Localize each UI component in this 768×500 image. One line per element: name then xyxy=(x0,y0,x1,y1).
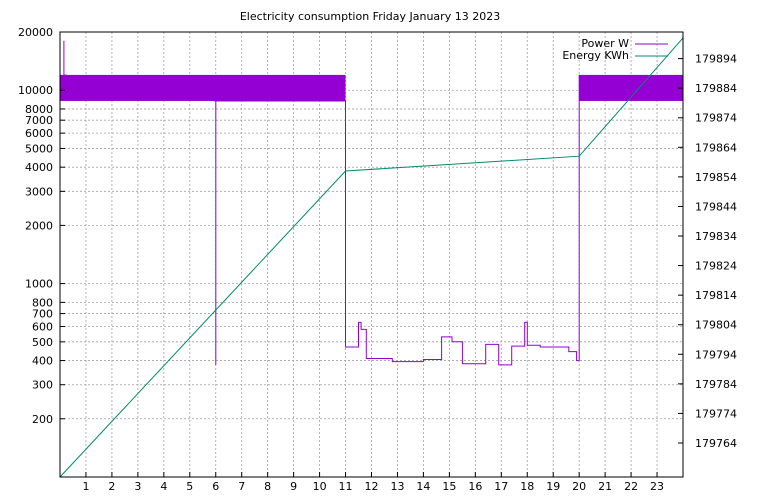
x-tick-label: 4 xyxy=(160,480,167,493)
x-tick-label: 1 xyxy=(82,480,89,493)
series-layer xyxy=(59,37,684,478)
y-right-tick-label: 179894 xyxy=(695,53,737,66)
y-left-tick-label: 600 xyxy=(32,321,53,334)
legend-label-energy: Energy KWh xyxy=(562,49,629,62)
power-line xyxy=(63,40,580,366)
legend: Power W Energy KWh xyxy=(562,37,668,62)
x-tick-label: 12 xyxy=(365,480,379,493)
x-tick-label: 6 xyxy=(212,480,219,493)
chart-title: Electricity consumption Friday January 1… xyxy=(240,10,500,23)
y-left-tick-label: 2000 xyxy=(25,219,53,232)
axes: 1 2 3 4 5 6 7 8 9 10 11 12 13 14 15 16 17 18 19 20 21 22 23200… xyxy=(18,26,737,493)
y-left-tick-label: 300 xyxy=(32,379,53,392)
y-left-tick-label: 3000 xyxy=(25,185,53,198)
x-tick-label: 16 xyxy=(468,480,482,493)
y-right-tick-label: 179854 xyxy=(695,171,737,184)
y-right-tick-label: 179874 xyxy=(695,112,737,125)
x-tick-label: 23 xyxy=(650,480,664,493)
x-tick-label: 15 xyxy=(442,480,456,493)
x-tick-label: 5 xyxy=(186,480,193,493)
y-left-tick-label: 4000 xyxy=(25,161,53,174)
y-left-tick-label: 500 xyxy=(32,336,53,349)
y-right-tick-label: 179774 xyxy=(695,407,737,420)
y-left-tick-label: 8000 xyxy=(25,103,53,116)
y-left-tick-label: 7000 xyxy=(25,114,53,127)
y-right-tick-label: 179804 xyxy=(695,319,737,332)
y-right-tick-label: 179784 xyxy=(695,378,737,391)
x-tick-label: 3 xyxy=(134,480,141,493)
y-right-tick-label: 179824 xyxy=(695,260,737,273)
x-tick-label: 17 xyxy=(494,480,508,493)
x-tick-label: 22 xyxy=(624,480,638,493)
y-left-tick-label: 800 xyxy=(32,296,53,309)
y-left-tick-label: 700 xyxy=(32,308,53,321)
x-tick-label: 9 xyxy=(290,480,297,493)
x-tick-label: 8 xyxy=(264,480,271,493)
x-tick-label: 19 xyxy=(546,480,560,493)
y-right-tick-label: 179834 xyxy=(695,230,737,243)
y-left-tick-label: 10000 xyxy=(18,84,53,97)
y-right-tick-label: 179864 xyxy=(695,141,737,154)
y-right-tick-label: 179814 xyxy=(695,289,737,302)
x-tick-label: 11 xyxy=(339,480,353,493)
x-tick-label: 21 xyxy=(598,480,612,493)
energy-line xyxy=(59,37,684,478)
x-tick-label: 13 xyxy=(390,480,404,493)
y-left-tick-label: 1000 xyxy=(25,278,53,291)
x-tick-label: 7 xyxy=(238,480,245,493)
y-left-tick-label: 6000 xyxy=(25,127,53,140)
x-tick-label: 18 xyxy=(520,480,534,493)
legend-label-power: Power W xyxy=(581,37,629,50)
x-tick-label: 10 xyxy=(313,480,327,493)
plot-frame xyxy=(59,31,684,478)
power-band xyxy=(60,74,346,101)
x-tick-label: 20 xyxy=(572,480,586,493)
x-tick-label: 14 xyxy=(416,480,430,493)
y-left-tick-label: 5000 xyxy=(25,142,53,155)
y-right-tick-label: 179764 xyxy=(695,437,737,450)
y-right-tick-label: 179844 xyxy=(695,200,737,213)
y-left-tick-label: 20000 xyxy=(18,26,53,39)
x-tick-label: 2 xyxy=(108,480,115,493)
y-left-tick-label: 200 xyxy=(32,413,53,426)
y-right-tick-label: 179884 xyxy=(695,82,737,95)
y-right-tick-label: 179794 xyxy=(695,348,737,361)
y-left-tick-label: 400 xyxy=(32,355,53,368)
